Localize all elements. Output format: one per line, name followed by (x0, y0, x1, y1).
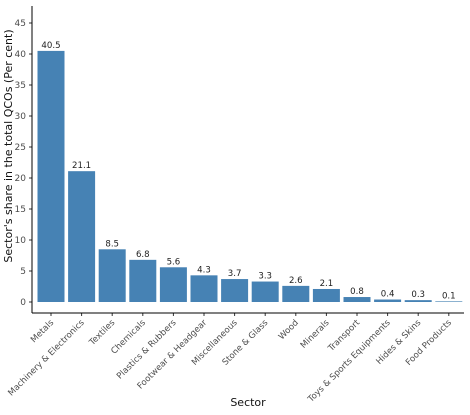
data-label: 40.5 (41, 41, 60, 51)
bar-textiles (98, 249, 126, 302)
bar-chemicals (129, 259, 157, 302)
y-tick-label: 25 (15, 143, 26, 153)
data-label: 0.8 (350, 287, 364, 297)
bars-group (37, 50, 463, 303)
y-ticks-group: 0 5 10 15 20 25 30 35 40 45 (15, 19, 32, 308)
bar-machinery-electronics (68, 171, 96, 302)
bar-footwear-headgear (190, 275, 218, 302)
bar-food-products (435, 301, 463, 302)
y-tick-label: 5 (20, 267, 26, 277)
data-label: 6.8 (136, 250, 150, 260)
bar-plastics-rubbers (159, 267, 187, 302)
y-tick-label: 20 (15, 174, 27, 184)
x-axis-title: Sector (230, 396, 266, 409)
bar-minerals (312, 288, 340, 302)
y-tick-label: 45 (15, 19, 26, 29)
y-tick-label: 30 (15, 112, 27, 122)
y-tick-label: 40 (15, 50, 27, 60)
x-tick-label: Wood (277, 318, 301, 342)
bar-wood (282, 285, 310, 302)
data-label: 8.5 (105, 239, 119, 249)
bar-stone-glass (251, 281, 279, 302)
data-labels-group: 40.5 21.1 8.5 6.8 5.6 4.3 3.7 3.3 2.6 2.1 0.8 0.4 0.… (41, 41, 455, 301)
data-label: 2.6 (289, 276, 303, 286)
bar-metals (37, 50, 65, 303)
y-tick-label: 35 (15, 81, 26, 91)
bar-hides-skins (404, 300, 432, 302)
data-label: 0.1 (442, 291, 456, 301)
y-axis-title: Sector's share in the total QCOs (Per ce… (2, 29, 15, 262)
y-tick-label: 15 (15, 205, 26, 215)
y-tick-label: 10 (15, 236, 27, 246)
data-label: 5.6 (167, 257, 181, 267)
bar-transport (343, 297, 371, 302)
x-tick-label: Metals (29, 318, 56, 345)
y-tick-label: 0 (20, 298, 26, 308)
bar-toys-sports-equipments (374, 299, 402, 302)
data-label: 4.3 (197, 265, 211, 275)
x-tick-label: Textiles (87, 318, 118, 349)
data-label: 0.4 (381, 290, 395, 300)
data-label: 0.3 (411, 290, 425, 300)
data-label: 3.3 (258, 272, 272, 282)
data-label: 21.1 (72, 161, 91, 171)
data-label: 3.7 (228, 269, 242, 279)
data-label: 2.1 (320, 279, 334, 289)
bar-miscellaneous (221, 279, 249, 302)
